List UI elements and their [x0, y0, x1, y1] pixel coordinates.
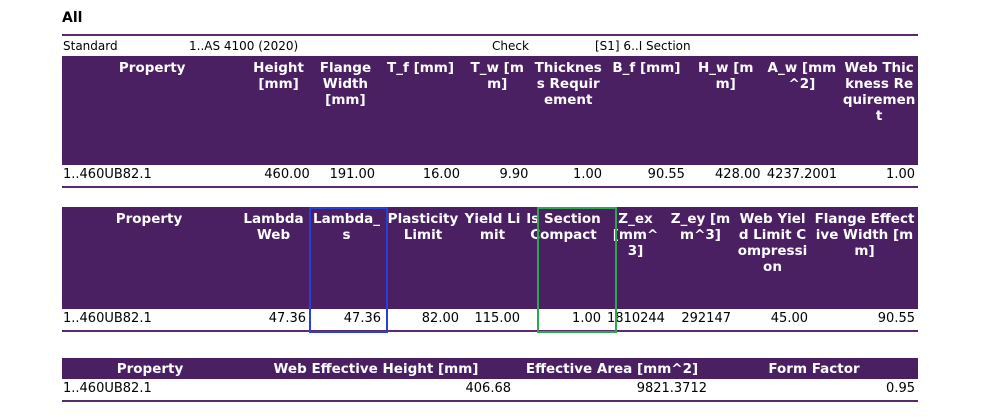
section-properties-table-1: Property Height [mm] Flange Width [mm] T… [62, 56, 918, 188]
cell-web-effective-height: 406.68 [238, 379, 514, 402]
cell-flange-effective-width: 90.55 [811, 309, 918, 332]
header-is-section-compact: Is Section Compact [523, 207, 604, 309]
check-label: Check [492, 39, 529, 53]
header-lambda-web: Lambda Web [238, 207, 309, 309]
cell-height: 460.00 [244, 165, 313, 188]
top-rule [62, 34, 918, 36]
header-z-ey: Z_ey [mm^3] [667, 207, 734, 309]
standard-row: Standard 1..AS 4100 (2020) Check [S1] 6.… [62, 37, 918, 54]
cell-form-factor: 0.95 [710, 379, 918, 402]
header-effective-area: Effective Area [mm^2] [514, 358, 710, 379]
cell-plasticity-limit: 82.00 [384, 309, 462, 332]
section-properties-table-2: Property Lambda Web Lambda_s Plasticity … [62, 207, 918, 332]
header-web-thickness-requirement: Web Thickness Requirement [840, 56, 918, 165]
header-height: Height [mm] [244, 56, 313, 165]
header-web-effective-height: Web Effective Height [mm] [238, 358, 514, 379]
header-yield-limit: Yield Limit [462, 207, 523, 309]
table-row: 1..460UB82.1 47.36 47.36 82.00 115.00 1.… [62, 309, 918, 332]
header-a-w: A_w [mm^2] [763, 56, 841, 165]
cell-web-yield-limit-compression: 45.00 [734, 309, 811, 332]
cell-is-section-compact: 1.00 [523, 309, 604, 332]
header-lambda-s: Lambda_s [309, 207, 384, 309]
header-plasticity-limit: Plasticity Limit [384, 207, 462, 309]
cell-property: 1..460UB82.1 [62, 379, 238, 402]
cell-t-w: 9.90 [463, 165, 532, 188]
header-b-f: B_f [mm] [605, 56, 688, 165]
table-row: 1..460UB82.1 460.00 191.00 16.00 9.90 1.… [62, 165, 918, 188]
header-flange-effective-width: Flange Effective Width [mm] [811, 207, 918, 309]
cell-h-w: 428.00 [687, 165, 764, 188]
header-form-factor: Form Factor [710, 358, 918, 379]
header-web-yield-limit-compression: Web Yield Limit Compression [734, 207, 811, 309]
cell-lambda-web: 47.36 [238, 309, 309, 332]
cell-yield-limit: 115.00 [462, 309, 523, 332]
cell-lambda-s: 47.36 [309, 309, 384, 332]
standard-value: 1..AS 4100 (2020) [189, 39, 299, 53]
header-property: Property [62, 207, 238, 309]
header-z-ex: Z_ex [mm^3] [604, 207, 667, 309]
header-property: Property [62, 56, 245, 165]
cell-property: 1..460UB82.1 [62, 165, 245, 188]
cell-b-f: 90.55 [605, 165, 688, 188]
header-property: Property [62, 358, 238, 379]
cell-t-f: 16.00 [378, 165, 464, 188]
header-flange-width: Flange Width [mm] [312, 56, 379, 165]
cell-a-w: 4237.2001 [763, 165, 841, 188]
cell-flange-width: 191.00 [312, 165, 379, 188]
header-thickness-requirement: Thickness Requirement [531, 56, 605, 165]
header-t-f: T_f [mm] [378, 56, 464, 165]
standard-label: Standard [63, 39, 118, 53]
cell-effective-area: 9821.3712 [514, 379, 710, 402]
cell-web-thickness-requirement: 1.00 [840, 165, 918, 188]
table-row: 1..460UB82.1 406.68 9821.3712 0.95 [62, 379, 918, 402]
section-heading: All [62, 10, 83, 26]
cell-z-ex: 1810244 [604, 309, 667, 332]
cell-property: 1..460UB82.1 [62, 309, 238, 332]
cell-z-ey: 292147 [667, 309, 734, 332]
header-t-w: T_w [mm] [463, 56, 532, 165]
header-h-w: H_w [mm] [687, 56, 764, 165]
section-properties-table-3: Property Web Effective Height [mm] Effec… [62, 358, 918, 402]
check-value: [S1] 6..I Section [595, 39, 691, 53]
cell-thickness-requirement: 1.00 [531, 165, 605, 188]
